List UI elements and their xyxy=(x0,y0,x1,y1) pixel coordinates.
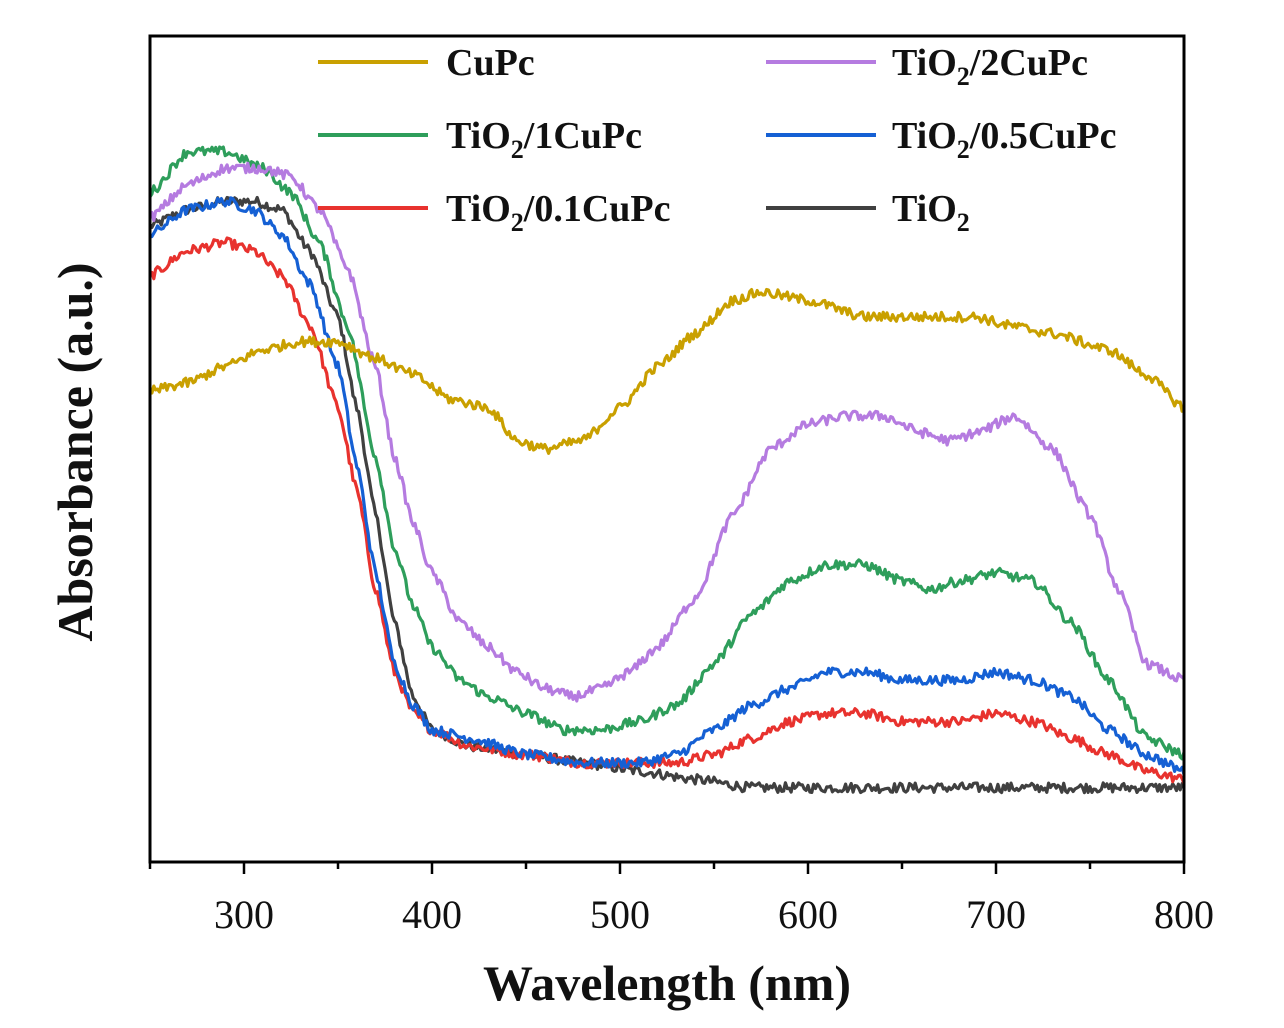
series-line-tio2-0-5cupc xyxy=(149,196,1186,775)
series-line-tio2-1cupc xyxy=(148,145,1186,761)
legend-label: TiO2/0.5CuPc xyxy=(892,115,1117,164)
x-tick-label: 800 xyxy=(1154,892,1214,937)
legend-label: TiO2/2CuPc xyxy=(892,42,1088,91)
y-axis-title: Absorbance (a.u.) xyxy=(47,262,103,641)
series-line-tio2-0-1cupc xyxy=(149,236,1186,785)
x-tick-label: 600 xyxy=(778,892,838,937)
plot-frame xyxy=(148,34,1186,864)
x-tick-label: 500 xyxy=(590,892,650,937)
x-tick-label: 700 xyxy=(966,892,1026,937)
legend-label: TiO2/0.1CuPc xyxy=(446,188,671,237)
legend: CuPc TiO2/2CuPc TiO2/1CuPc TiO2/0.5CuPc TiO2… xyxy=(318,42,1117,237)
tick-layer: 300 400 500 600 700 800 xyxy=(148,862,1214,937)
series-layer xyxy=(148,145,1186,795)
series-line-tio2-2cupc xyxy=(148,161,1186,703)
x-axis-title: Wavelength (nm) xyxy=(483,955,851,1011)
x-tick-label: 300 xyxy=(214,892,274,937)
series-line-cupc xyxy=(148,287,1186,455)
legend-label: TiO2 xyxy=(892,188,970,237)
legend-label: CuPc xyxy=(446,42,535,84)
series-line-tio2 xyxy=(148,195,1186,795)
x-tick-label: 400 xyxy=(402,892,462,937)
legend-label: TiO2/1CuPc xyxy=(446,115,642,164)
